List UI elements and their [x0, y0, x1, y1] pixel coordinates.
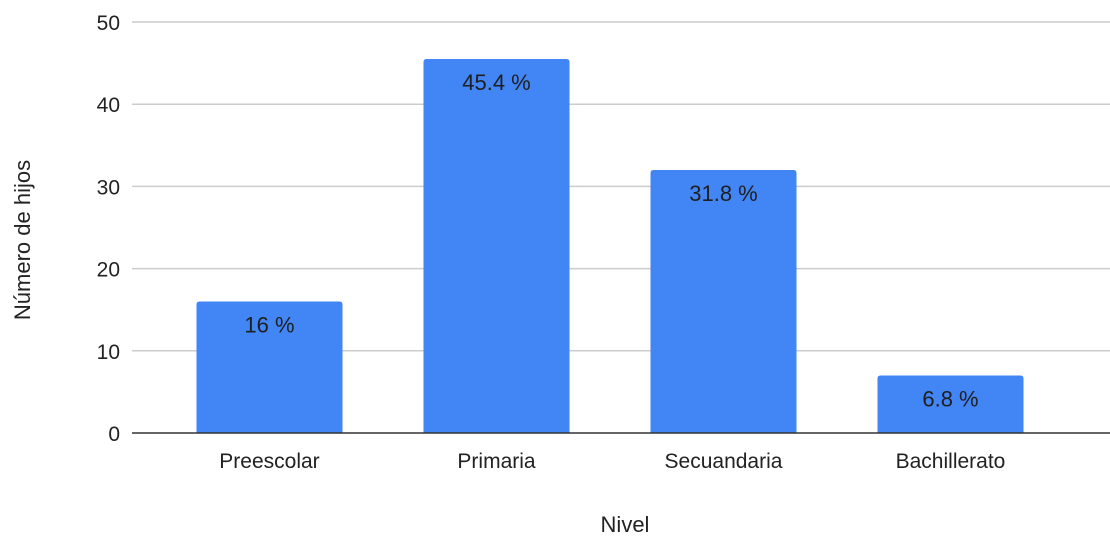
bar-preescolar: [196, 301, 343, 433]
x-tick-label: Bachillerato: [896, 450, 1006, 473]
data-label: 16 %: [244, 312, 294, 337]
bars: [196, 58, 1024, 434]
y-tick-label: 30: [97, 176, 120, 199]
x-tick-labels: Preescolar Primaria Secuandaria Bachillerat…: [219, 450, 1005, 473]
bar-primaria: [423, 58, 570, 434]
y-tick-label: 10: [97, 341, 120, 364]
data-label: 45.4 %: [462, 70, 531, 95]
bar-bachillerato: [877, 375, 1024, 433]
data-label: 6.8 %: [922, 386, 978, 411]
bar-secuandaria: [650, 169, 797, 433]
y-tick-label: 0: [108, 423, 120, 446]
x-tick-label: Preescolar: [219, 450, 319, 473]
y-tick-label: 40: [97, 94, 120, 117]
x-tick-label: Secuandaria: [665, 450, 783, 473]
y-tick-labels: 0 10 20 30 40 50: [97, 12, 120, 446]
y-tick-label: 20: [97, 259, 120, 282]
y-tick-label: 50: [97, 12, 120, 35]
data-labels: 16 % 45.4 % 31.8 % 6.8 %: [244, 70, 978, 411]
x-axis-title: Nivel: [601, 512, 650, 536]
data-label: 31.8 %: [689, 181, 758, 206]
y-axis-title: Número de hijos: [10, 160, 35, 320]
x-tick-label: Primaria: [457, 450, 535, 473]
grid-lines: [132, 21, 1110, 352]
